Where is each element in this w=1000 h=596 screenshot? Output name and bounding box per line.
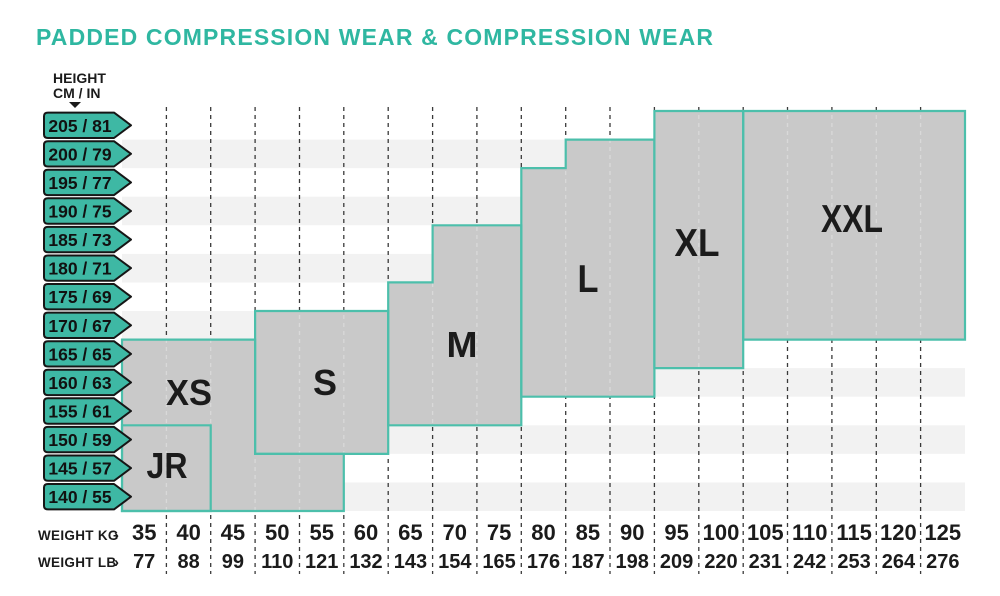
size-region-fills <box>122 111 965 511</box>
page-title: PADDED COMPRESSION WEAR & COMPRESSION WE… <box>36 24 713 50</box>
weight-lb-value: 143 <box>394 551 427 573</box>
size-region-border-s <box>254 309 390 455</box>
size-region-xxl <box>743 111 965 340</box>
weight-lb-value: 198 <box>616 551 649 573</box>
weight-lb-value: 165 <box>482 551 515 573</box>
size-label-jr: JR <box>147 445 188 486</box>
weight-kg-value: 120 <box>880 520 917 545</box>
weight-lb-value: 77 <box>133 551 155 573</box>
weight-lb-value: 121 <box>305 551 338 573</box>
weight-kg-value: 70 <box>443 520 467 545</box>
size-region-s <box>255 311 389 454</box>
height-pennant-label: 140 / 55 <box>48 487 112 507</box>
weight-kg-row: 35 40 45 50 55 60 65 70 75 80 85 90 95 100 105 110 115 12… <box>132 520 961 545</box>
height-pennant-label: 180 / 71 <box>48 259 112 279</box>
size-region-xl <box>654 111 744 369</box>
down-arrow-icon <box>69 102 81 108</box>
height-pennant-label: 185 / 73 <box>48 230 112 250</box>
height-pennants: 205 / 81 200 / 79 195 / 77 190 / 75 185 / 73… <box>43 111 132 511</box>
height-pennant <box>43 340 132 368</box>
height-pennant <box>43 225 132 254</box>
height-pennant-label: 170 / 67 <box>48 316 111 336</box>
weight-kg-value: 115 <box>836 520 872 545</box>
weight-kg-value: 50 <box>265 520 289 545</box>
weight-kg-value: 105 <box>747 520 784 545</box>
size-label-xs: XS <box>166 372 212 413</box>
weight-lb-arrow-icon: › <box>114 554 119 571</box>
height-pennant-label: 190 / 75 <box>48 202 112 222</box>
weight-lb-value: 176 <box>527 551 560 573</box>
height-pennant <box>43 140 132 168</box>
weight-kg-value: 75 <box>487 520 511 545</box>
weight-lb-value: 220 <box>704 551 737 573</box>
weight-kg-value: 95 <box>664 520 688 545</box>
size-region-border-xl <box>653 109 745 370</box>
weight-kg-value: 90 <box>620 520 644 545</box>
size-label-xxl: XXL <box>821 198 883 241</box>
weight-kg-value: 100 <box>703 520 740 545</box>
height-pennant-label: 200 / 79 <box>48 144 112 164</box>
height-pennant-label: 195 / 77 <box>48 173 111 193</box>
height-pennant-label: 145 / 57 <box>48 459 111 479</box>
weight-kg-value: 65 <box>398 520 422 545</box>
weight-lb-label: WEIGHT LB <box>38 555 116 570</box>
weight-kg-value: 85 <box>576 520 600 545</box>
weight-lb-value: 132 <box>349 551 382 573</box>
size-region-m <box>388 225 522 426</box>
size-region-borders <box>120 109 967 513</box>
size-label-m: M <box>447 324 478 365</box>
weight-lb-value: 88 <box>177 551 199 573</box>
size-label-l: L <box>578 258 599 301</box>
height-axis-label-line2: CM / IN <box>53 85 100 101</box>
weight-kg-label: WEIGHT KG <box>38 528 119 543</box>
size-label-xl: XL <box>675 222 720 265</box>
height-pennant <box>43 454 132 482</box>
height-pennant <box>43 168 132 197</box>
weight-lb-value: 253 <box>837 551 870 573</box>
height-pennant-label: 160 / 63 <box>48 373 112 393</box>
weight-lb-value: 276 <box>926 551 959 573</box>
height-pennant <box>43 425 132 454</box>
weight-lb-value: 264 <box>882 551 916 573</box>
size-region-border-jr <box>120 424 212 513</box>
weight-lb-value: 209 <box>660 551 693 573</box>
size-region-border-xxl <box>742 109 967 341</box>
weight-kg-arrow-icon: › <box>114 527 119 544</box>
height-pennant <box>43 197 132 225</box>
height-pennant <box>43 397 132 425</box>
height-axis-label-line1: HEIGHT <box>53 70 106 86</box>
weight-lb-value: 187 <box>571 551 604 573</box>
height-pennant-label: 155 / 61 <box>48 402 112 422</box>
weight-kg-value: 110 <box>792 520 828 545</box>
weight-kg-value: 80 <box>531 520 555 545</box>
weight-lb-value: 242 <box>793 551 826 573</box>
height-pennant-label: 150 / 59 <box>48 430 112 450</box>
weight-kg-value: 45 <box>221 520 245 545</box>
size-label-s: S <box>313 362 337 403</box>
weight-kg-value: 60 <box>354 520 378 545</box>
weight-lb-value: 154 <box>438 551 472 573</box>
weight-kg-value: 40 <box>176 520 200 545</box>
weight-kg-value: 55 <box>309 520 333 545</box>
height-pennant <box>43 283 132 311</box>
weight-lb-value: 99 <box>222 551 244 573</box>
height-pennant <box>43 111 132 139</box>
size-labels: XS JR S M L XL XXL <box>147 198 884 486</box>
size-region-l <box>521 139 655 397</box>
weight-lb-value: 231 <box>749 551 782 573</box>
weight-kg-value: 35 <box>132 520 156 545</box>
height-pennant <box>43 368 132 397</box>
weight-kg-value: 125 <box>924 520 961 545</box>
height-pennant <box>43 483 132 511</box>
height-pennant-label: 175 / 69 <box>48 287 112 307</box>
height-pennant <box>43 311 132 339</box>
weight-lb-value: 110 <box>261 551 293 573</box>
height-pennant-label: 205 / 81 <box>48 116 112 136</box>
height-pennant-label: 165 / 65 <box>48 344 112 364</box>
weight-lb-row: 77 88 99 110 121 132 143 154 165 176 187 198 209 220 2… <box>133 551 959 573</box>
height-pennant <box>43 254 132 282</box>
